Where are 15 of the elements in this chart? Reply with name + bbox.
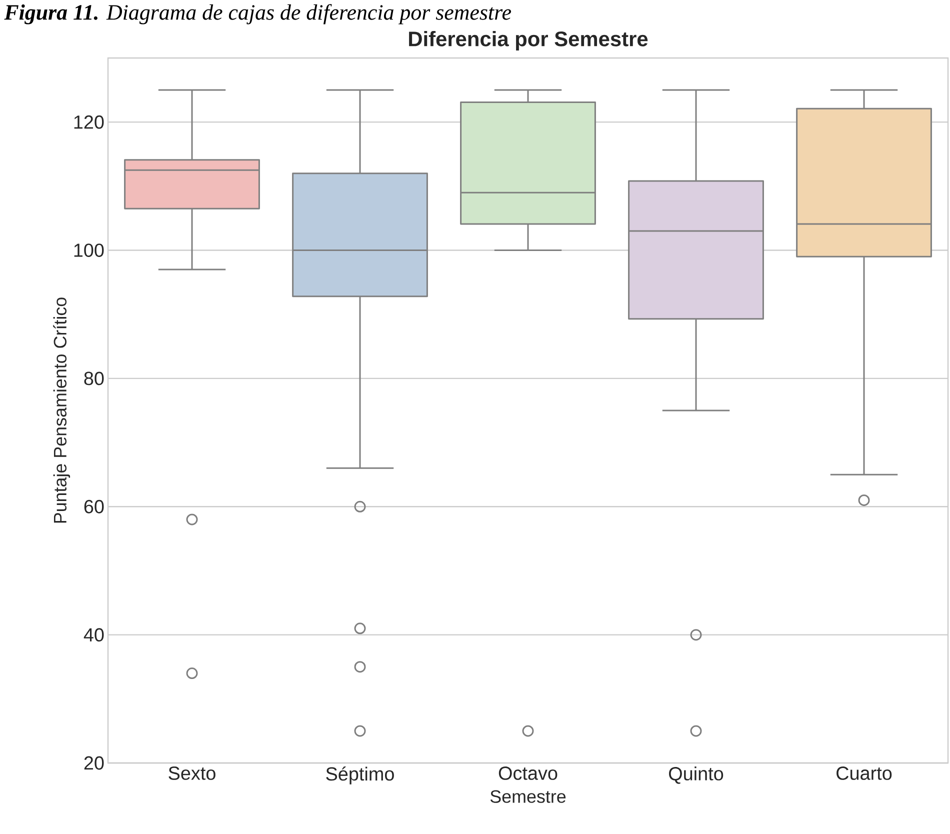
x-axis-title: Semestre [490, 790, 566, 803]
text: Figura 11. Diagrama de cajas de diferencia por semestre [4, 4, 512, 24]
x-tick-label: Quinto [669, 766, 724, 784]
x-tick-label: Séptimo [326, 766, 394, 784]
x-tick-label: Octavo [498, 766, 558, 780]
x-tick-label: Sexto [168, 766, 216, 780]
chart-title: Diferencia por Semestre [409, 30, 648, 50]
x-tick-label: Cuarto [836, 766, 892, 780]
y-tick-label: 100 [74, 244, 104, 257]
y-tick-label: 80 [84, 372, 104, 386]
y-tick-label: 120 [74, 115, 104, 129]
y-tick-label: 60 [84, 500, 104, 514]
y-axis-title: Puntaje Pensamiento Crítico [53, 298, 70, 523]
y-tick-label: 20 [84, 756, 104, 770]
y-tick-label: 40 [84, 628, 104, 642]
